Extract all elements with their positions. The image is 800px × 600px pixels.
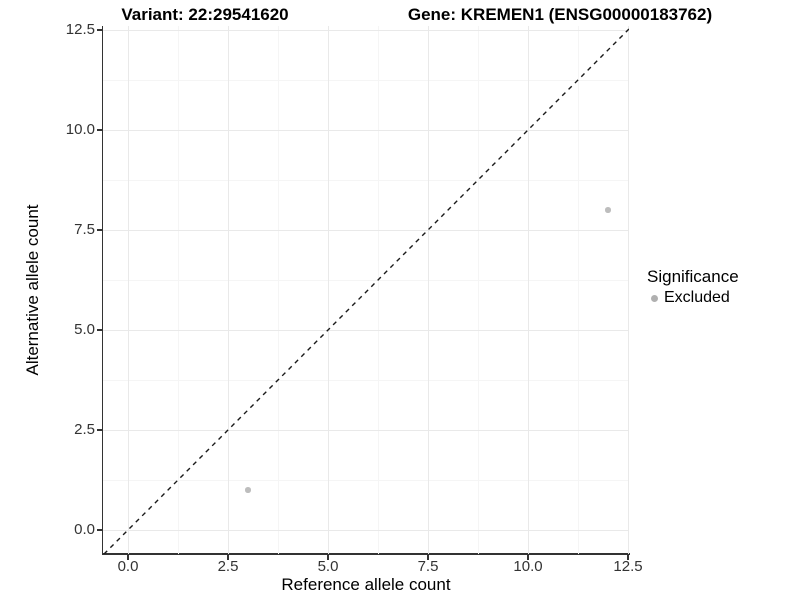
y-axis-title: Alternative allele count [23,204,42,376]
gridline-minor-horizontal [103,479,629,481]
y-tick-mark [97,29,102,31]
gridline-major-horizontal [103,29,629,31]
y-tick-mark [97,329,102,331]
legend-label: Excluded [664,289,730,306]
gridline-major-horizontal [103,129,629,131]
x-tick-mark [227,555,229,560]
x-axis-title: Reference allele count [281,575,451,594]
y-tick-label: 2.5 [74,421,95,438]
data-point [245,487,251,493]
gridline-minor-vertical [577,26,579,554]
gridline-minor-horizontal [103,79,629,81]
x-tick-label: 2.5 [217,558,239,575]
plot-panel: 0.0 2.5 5.0 7.5 10.0 12.5 0.0 2.5 5.0 7.5 10.0 12.5 [66,21,643,575]
y-tick-label: 7.5 [74,221,95,238]
y-tick-label: 5.0 [74,321,95,338]
gridline-major-vertical [427,26,429,554]
gridline-minor-vertical [377,26,379,554]
gridline-major-vertical [627,26,629,554]
gridline-major-vertical [127,26,129,554]
y-tick-mark [97,129,102,131]
gridline-minor-horizontal [103,279,629,281]
plot-title-gene: Gene: KREMEN1 (ENSG00000183762) [407,5,713,24]
gridline-major-horizontal [103,529,629,531]
legend-item: Excluded [647,289,739,307]
identity-line [103,28,629,554]
x-tick-mark [327,555,329,560]
plot-title-variant: Variant: 22:29541620 [121,5,289,24]
x-tick-label: 7.5 [417,558,439,575]
x-tick-mark [627,555,629,560]
y-tick-label: 12.5 [65,21,95,38]
legend: Significance Excluded [647,268,739,307]
x-tick-mark [127,555,129,560]
legend-key-dot [651,294,658,302]
y-tick-mark [97,529,102,531]
identity-line-path [103,28,629,554]
legend-title: Significance [647,267,739,286]
y-axis-line [101,26,103,555]
x-tick-label: 0.0 [117,558,139,575]
x-axis-line [101,553,630,555]
gridline-minor-horizontal [103,379,629,381]
gridline-minor-horizontal [103,179,629,181]
y-tick-label: 0.0 [74,521,95,538]
gridline-major-vertical [527,26,529,554]
gridline-minor-vertical [277,26,279,554]
gridline-minor-vertical [477,26,479,554]
x-tick-mark [527,555,529,560]
gridline-major-vertical [327,26,329,554]
data-point [605,207,611,213]
gridline-major-horizontal [103,329,629,331]
x-tick-mark [427,555,429,560]
gridline-major-horizontal [103,429,629,431]
y-tick-mark [97,429,102,431]
x-tick-label: 12.5 [613,558,643,575]
gridline-major-vertical [227,26,229,554]
x-tick-label: 10.0 [513,558,543,575]
gridline-minor-vertical [177,26,179,554]
y-tick-mark [97,229,102,231]
x-tick-label: 5.0 [317,558,339,575]
y-tick-label: 10.0 [65,121,95,138]
gridline-major-horizontal [103,229,629,231]
